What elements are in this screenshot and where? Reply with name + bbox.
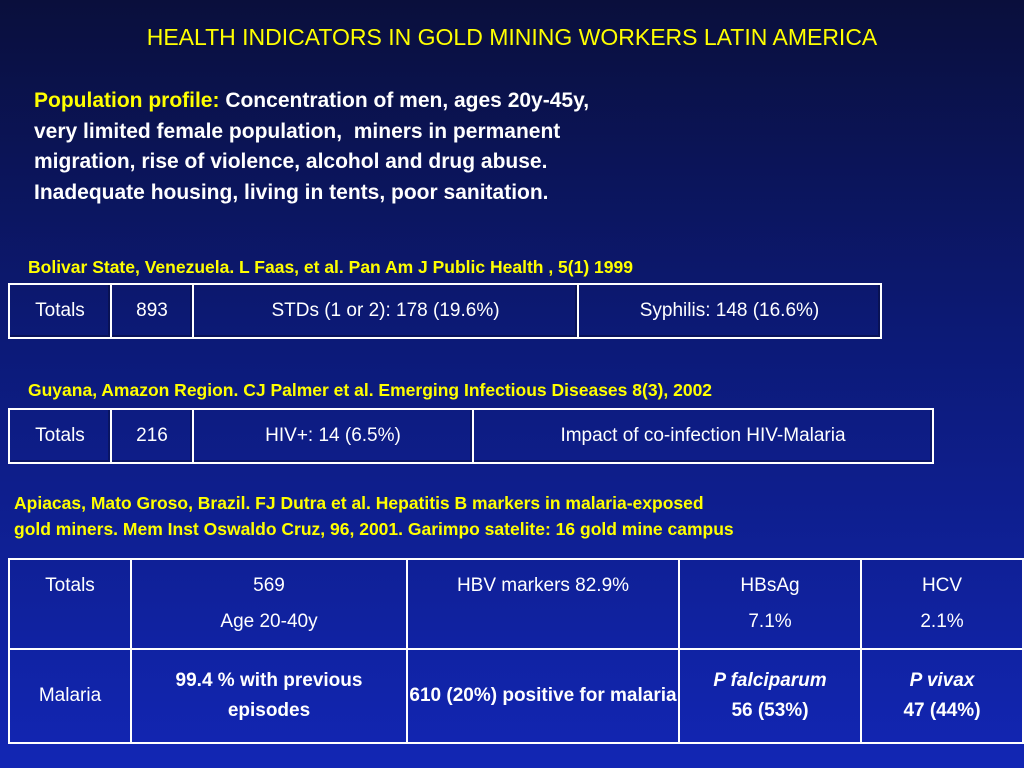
- profile-line-3: migration, rise of violence, alcohol and…: [34, 150, 548, 173]
- population-profile: Population profile: Concentration of men…: [34, 86, 734, 208]
- table-row: Malaria 99.4 % with previous episodes 61…: [8, 648, 1024, 744]
- study1-totals-label: Totals: [8, 283, 112, 339]
- study3-totals-label: Totals: [8, 558, 132, 650]
- study3-vivax-cell: P vivax 47 (44%): [860, 648, 1024, 744]
- study3-hbsag-value: 7.1%: [748, 611, 792, 632]
- study3-total-count: 569: [253, 575, 285, 596]
- study1-stds: STDs (1 or 2): 178 (19.6%): [192, 283, 579, 339]
- study3-positive-malaria: 610 (20%) positive for malaria: [406, 648, 680, 744]
- table-row: Totals 569 Age 20-40y HBV markers 82.9% …: [8, 558, 1024, 650]
- table-row: Totals 893 STDs (1 or 2): 178 (19.6%) Sy…: [8, 283, 882, 339]
- study2-total-count: 216: [110, 408, 194, 464]
- study3-hcv-value: 2.1%: [920, 611, 964, 632]
- study3-previous-episodes: 99.4 % with previous episodes: [130, 648, 408, 744]
- study3-hcv-cell: HCV 2.1%: [860, 558, 1024, 650]
- study3-hbsag-cell: HBsAg 7.1%: [678, 558, 862, 650]
- study2-totals-label: Totals: [8, 408, 112, 464]
- profile-label: Population profile:: [34, 89, 220, 112]
- profile-line-1: Population profile: Concentration of men…: [34, 86, 734, 117]
- study2-table: Totals 216 HIV+: 14 (6.5%) Impact of co-…: [8, 408, 934, 464]
- study3-falciparum-cell: P falciparum 56 (53%): [678, 648, 862, 744]
- study3-malaria-label: Malaria: [8, 648, 132, 744]
- study3-caption-line-1: Apiacas, Mato Groso, Brazil. FJ Dutra et…: [14, 493, 704, 513]
- study1-total-count: 893: [110, 283, 194, 339]
- slide-title: HEALTH INDICATORS IN GOLD MINING WORKERS…: [146, 24, 878, 50]
- study3-caption: Apiacas, Mato Groso, Brazil. FJ Dutra et…: [14, 490, 734, 542]
- study3-caption-line-2: gold miners. Mem Inst Oswaldo Cruz, 96, …: [14, 519, 734, 539]
- study3-age-range: Age 20-40y: [220, 611, 318, 632]
- study2-hiv: HIV+: 14 (6.5%): [192, 408, 474, 464]
- profile-line-2: very limited female population, miners i…: [34, 119, 561, 143]
- table-row: Totals 216 HIV+: 14 (6.5%) Impact of co-…: [8, 408, 934, 464]
- study1-syphilis: Syphilis: 148 (16.6%): [577, 283, 882, 339]
- study3-hbsag-label: HBsAg: [740, 575, 800, 596]
- profile-line-4: Inadequate housing, living in tents, poo…: [34, 180, 549, 204]
- study2-caption: Guyana, Amazon Region. CJ Palmer et al. …: [28, 380, 713, 400]
- study1-table: Totals 893 STDs (1 or 2): 178 (19.6%) Sy…: [8, 283, 882, 339]
- study3-hbv-markers: HBV markers 82.9%: [406, 558, 680, 650]
- study3-hcv-label: HCV: [921, 575, 963, 596]
- profile-text-1: Concentration of men, ages 20y-45y,: [219, 89, 590, 112]
- study3-falciparum-value: 56 (53%): [731, 700, 809, 721]
- study2-impact: Impact of co-infection HIV-Malaria: [472, 408, 934, 464]
- study1-caption: Bolivar State, Venezuela. L Faas, et al.…: [28, 257, 633, 277]
- study3-total-cell: 569 Age 20-40y: [130, 558, 408, 650]
- study3-falciparum-label: P falciparum: [713, 670, 827, 691]
- study3-table: Totals 569 Age 20-40y HBV markers 82.9% …: [8, 558, 1024, 744]
- study3-vivax-value: 47 (44%): [903, 700, 981, 721]
- study3-vivax-label: P vivax: [909, 670, 975, 691]
